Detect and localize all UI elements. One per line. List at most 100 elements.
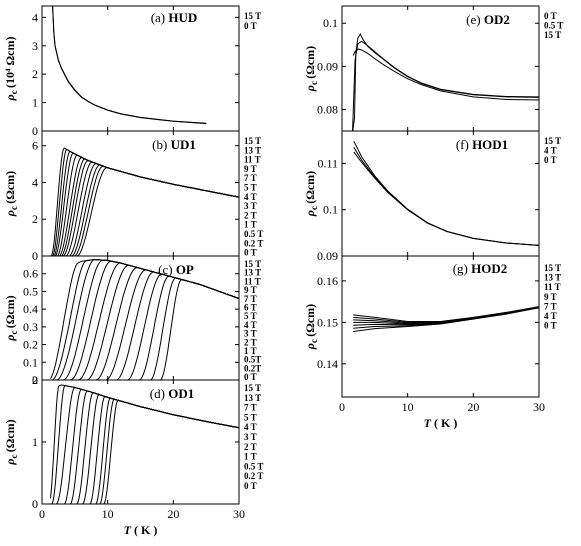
panel-title: (g) HOD2 xyxy=(453,261,508,276)
field-label: 9 T xyxy=(244,164,257,174)
field-label: 15 T xyxy=(244,259,261,269)
y-tick-label: 4 xyxy=(32,10,38,24)
y-tick-label: 0 xyxy=(32,373,38,387)
field-label: 0 T xyxy=(544,321,557,331)
panel-sample: UD1 xyxy=(171,137,196,152)
panel-sample: OD1 xyxy=(168,386,194,401)
panel-hud: 0 1 2 3 4 (a) HUD ρc (10⁴ Ωcm) 15 T0 T xyxy=(3,5,261,138)
panel-title: (f) HOD1 xyxy=(456,137,508,152)
field-label: 3 T xyxy=(244,201,257,211)
field-label: 5 T xyxy=(244,183,257,193)
y-tick-label: 2 xyxy=(32,67,38,81)
x-tick-label: 0 xyxy=(39,507,45,521)
panel-letter: (c) xyxy=(158,262,176,277)
field-label: 9 T xyxy=(544,292,557,302)
transition-curve xyxy=(50,384,239,499)
x-axis-label: T ( K ) xyxy=(424,416,458,430)
y-tick-label: 0.11 xyxy=(317,156,338,170)
y-axis-label: ρc (Ωcm) xyxy=(3,419,19,465)
y-tick-label: 0.3 xyxy=(23,320,38,334)
y-tick-label: 4 xyxy=(32,175,38,189)
field-label: 0 T xyxy=(244,21,257,31)
panel-title: (b) UD1 xyxy=(152,137,196,152)
plot-area xyxy=(50,259,239,380)
x-tick-label: 10 xyxy=(402,400,414,414)
x-tick-label: 20 xyxy=(167,507,179,521)
field-label: 1 T xyxy=(244,220,257,230)
plot-area xyxy=(50,147,239,256)
x-tick-label: 0 xyxy=(339,400,345,414)
y-tick-label: 3 xyxy=(32,39,38,53)
y-tick-label: 6 xyxy=(32,139,38,153)
series-line xyxy=(352,32,539,131)
field-label: 4 T xyxy=(544,311,557,321)
plot-area xyxy=(353,306,539,332)
y-tick-label: 2 xyxy=(32,212,38,226)
plot-frame xyxy=(41,130,240,257)
y-axis-label: ρc (Ωcm) xyxy=(303,304,319,350)
panel-letter: (d) xyxy=(150,386,168,401)
panel-od2: 0.08 0.09 0.1 (e) OD2 ρc (Ωcm) 0 T0.5 T15 T xyxy=(303,5,563,132)
x-tick-label: 20 xyxy=(467,400,479,414)
field-label: 0.5 T xyxy=(244,461,263,471)
x-tick-label: 30 xyxy=(233,507,245,521)
y-axis-label: ρc (Ωcm) xyxy=(3,295,19,341)
field-label: 0.2 T xyxy=(244,471,263,481)
transition-curve xyxy=(50,264,239,380)
plot-frame xyxy=(41,5,240,132)
field-label: 1 T xyxy=(244,452,257,462)
panel-od1: 0 1 2 (d) OD1 ρc (Ωcm) 15 T13 T7 T5 T4 T3 T2 … xyxy=(3,373,263,511)
panel-title: (c) OP xyxy=(158,262,194,277)
y-tick-label: 1 xyxy=(32,435,38,449)
transition-curve xyxy=(50,275,239,380)
field-label: 0 T xyxy=(244,248,257,258)
field-label: 11 T xyxy=(244,155,261,165)
panel-letter: (g) xyxy=(453,261,471,276)
field-label: 0 T xyxy=(244,481,257,491)
series-line xyxy=(353,307,539,332)
field-label: 0 T xyxy=(244,372,257,382)
field-label: 1 T xyxy=(244,346,257,356)
transition-curve xyxy=(50,262,239,380)
panel-letter: (f) xyxy=(456,137,472,152)
panel-title: (d) OD1 xyxy=(150,386,194,401)
transition-curve xyxy=(50,278,239,380)
field-label: 0.2T xyxy=(244,363,261,373)
field-label: 6 T xyxy=(244,303,257,313)
y-tick-label: 0.4 xyxy=(23,302,38,316)
plot-area xyxy=(52,6,207,125)
field-label: 0 T xyxy=(544,11,557,21)
field-label: 4 T xyxy=(544,146,557,156)
y-tick-label: 0.6 xyxy=(23,267,38,281)
y-axis-label: ρc (Ωcm) xyxy=(3,171,19,217)
field-label: 4 T xyxy=(244,320,257,330)
y-tick-label: 0 xyxy=(32,249,38,263)
series-line xyxy=(353,140,539,246)
panel-letter: (e) xyxy=(466,12,484,27)
field-label: 3 T xyxy=(244,432,257,442)
field-label: 0.5T xyxy=(244,355,261,365)
y-tick-label: 0.08 xyxy=(317,102,338,116)
field-label: 11 T xyxy=(544,282,561,292)
field-label: 15 T xyxy=(244,11,261,21)
field-label: 13 T xyxy=(544,273,561,283)
y-tick-label: 0.16 xyxy=(317,274,338,288)
y-tick-label: 0.5 xyxy=(23,284,38,298)
y-tick-label: 2 xyxy=(32,373,38,387)
panel-sample: HOD1 xyxy=(472,137,508,152)
panel-title: (e) OD2 xyxy=(466,12,510,27)
plot-frame xyxy=(341,255,540,398)
field-label: 0.5 T xyxy=(244,229,263,239)
field-label: 4 T xyxy=(244,192,257,202)
panel-hod2: 0.14 0.15 0.16 (g) HOD2 ρc (Ωcm) 15 T13 T11 T… xyxy=(303,255,561,398)
transition-curve xyxy=(50,165,239,256)
y-tick-label: 0.2 xyxy=(23,338,38,352)
series-line xyxy=(352,48,539,101)
x-axis-label: T ( K ) xyxy=(124,523,158,537)
field-label: 0.5 T xyxy=(544,21,563,31)
y-tick-label: 0.1 xyxy=(323,203,338,217)
field-label: 11 T xyxy=(244,276,261,286)
panel-title: (a) HUD xyxy=(151,10,198,25)
plot-frame xyxy=(341,130,540,257)
